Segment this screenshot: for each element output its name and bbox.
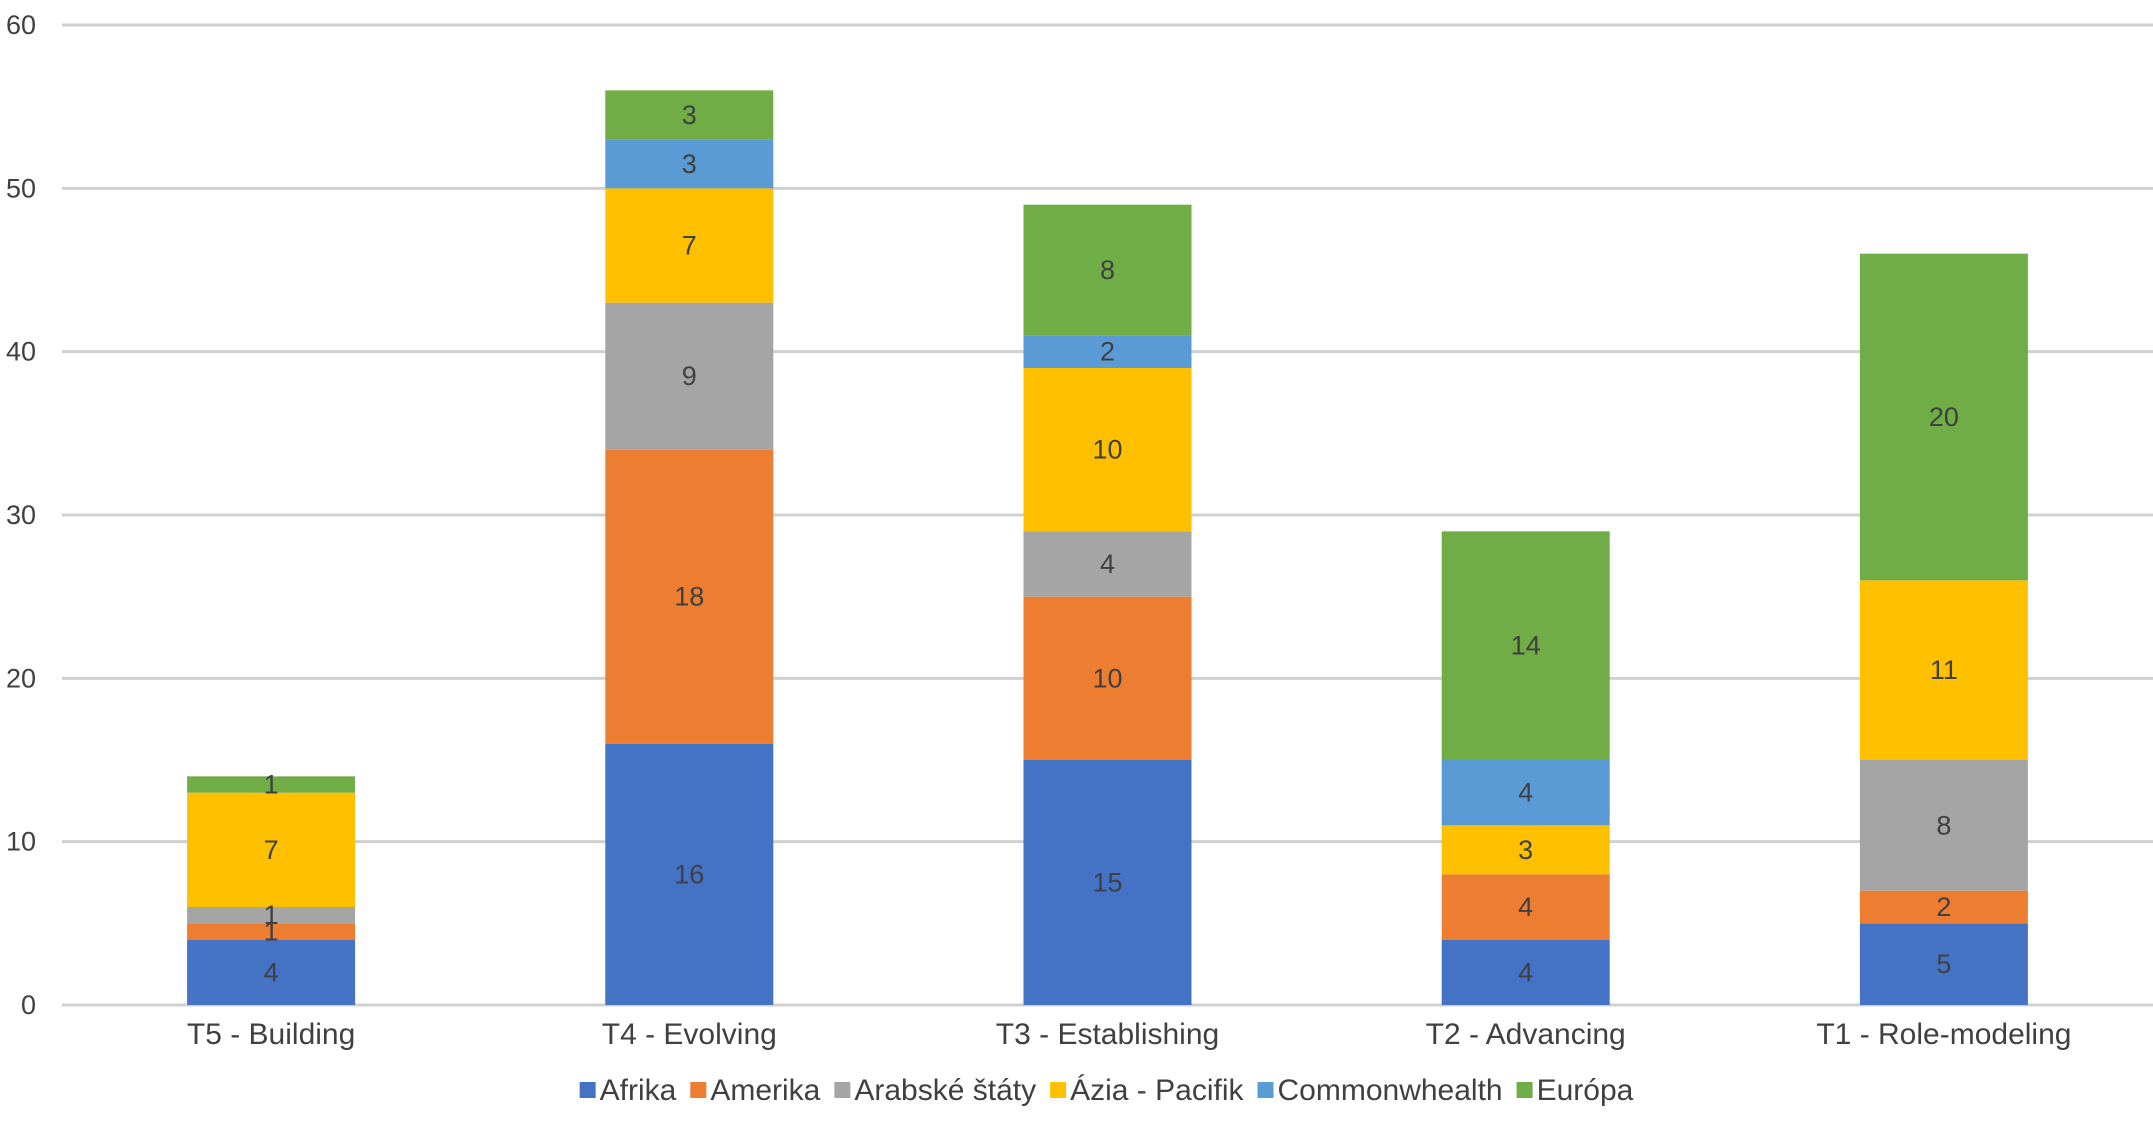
data-label: 1: [264, 900, 279, 930]
legend-swatch: [1516, 1082, 1533, 1098]
data-label: 2: [1100, 337, 1115, 367]
data-label: 11: [1930, 655, 1958, 685]
bar-segment: [1023, 335, 1192, 368]
legend-item: Európa: [1516, 1074, 1634, 1107]
bar-segment: [1859, 253, 2028, 581]
legend-swatch: [579, 1082, 596, 1098]
data-label: 5: [1936, 949, 1951, 979]
bar-segment: [1441, 531, 1610, 760]
legend: Afrika Amerika Arabské štáty Ázia - Pacifik…: [579, 1074, 1634, 1107]
bars: [187, 90, 2028, 1005]
x-category-label: T2 - Advancing: [1426, 1018, 1626, 1051]
y-axis-tick-labels: 0 10 20 30 40 50 60: [6, 10, 36, 1020]
data-label: 10: [1092, 435, 1122, 465]
bar-segment: [187, 923, 356, 940]
legend-item: Amerika: [690, 1074, 821, 1107]
data-label: 7: [682, 231, 697, 261]
bar-segment: [1859, 890, 2028, 924]
y-tick-label: 10: [6, 827, 36, 857]
data-label: 4: [1518, 892, 1533, 922]
bar-segment: [605, 139, 774, 189]
bar-segment: [605, 449, 774, 744]
y-tick-label: 0: [21, 990, 36, 1020]
x-category-label: T1 - Role-modeling: [1816, 1018, 2071, 1051]
bar-segment: [1859, 760, 2028, 891]
bar-segment: [605, 90, 774, 140]
bar-segment: [605, 302, 774, 450]
data-label: 3: [682, 100, 697, 130]
x-category-label: T3 - Establishing: [996, 1018, 1219, 1051]
data-label: 1: [264, 917, 279, 947]
bar-segment: [187, 939, 356, 1005]
bar-segment: [187, 776, 356, 793]
legend-label: Ázia - Pacifik: [1070, 1074, 1244, 1107]
legend-swatch: [1257, 1082, 1274, 1098]
data-label: 4: [1518, 778, 1533, 808]
bar-segment: [1441, 825, 1610, 875]
bar-segment: [1023, 531, 1192, 597]
bar-segment: [1441, 760, 1610, 826]
data-label: 10: [1092, 663, 1122, 693]
data-label: 8: [1936, 810, 1951, 840]
legend-label: Afrika: [600, 1074, 677, 1107]
legend-item: Arabské štáty: [834, 1074, 1036, 1107]
bar-segment: [1441, 874, 1610, 940]
legend-swatch: [834, 1082, 851, 1098]
x-category-label: T5 - Building: [187, 1018, 355, 1051]
data-label: 7: [264, 835, 279, 865]
bar-segment: [605, 743, 774, 1005]
data-label: 4: [1100, 549, 1115, 579]
data-label: 4: [1518, 957, 1533, 987]
data-label: 1: [264, 770, 279, 800]
data-label: 16: [674, 859, 704, 889]
y-tick-label: 30: [6, 500, 36, 530]
bar-segment: [605, 188, 774, 303]
bar-segment: [1023, 204, 1192, 336]
y-tick-label: 60: [6, 10, 36, 40]
data-label: 18: [674, 582, 704, 612]
legend-label: Európa: [1537, 1074, 1634, 1107]
x-category-label: T4 - Evolving: [602, 1018, 777, 1051]
bar-segment: [1859, 580, 2028, 760]
bar-segment: [187, 792, 356, 907]
legend-label: Arabské štáty: [854, 1074, 1036, 1107]
data-label: 14: [1511, 631, 1541, 661]
legend-label: Amerika: [710, 1074, 820, 1107]
data-label: 3: [1518, 835, 1533, 865]
legend-item: Ázia - Pacifik: [1050, 1074, 1244, 1107]
x-axis-category-labels: T5 - Building T4 - Evolving T3 - Establish…: [187, 1018, 2072, 1051]
data-label: 3: [682, 149, 697, 179]
legend-swatch: [690, 1082, 707, 1098]
legend-item: Afrika: [579, 1074, 677, 1107]
legend-swatch: [1050, 1082, 1067, 1098]
bar-segment: [187, 907, 356, 924]
bar-segment: [1859, 923, 2028, 1005]
bar-segment: [1023, 760, 1192, 1005]
y-tick-label: 20: [6, 663, 36, 693]
data-label: 9: [682, 361, 697, 391]
data-label: 8: [1100, 255, 1115, 285]
y-tick-label: 40: [6, 337, 36, 367]
data-label: 2: [1936, 892, 1951, 922]
legend-label: Commonwhealth: [1278, 1074, 1503, 1107]
data-label: 20: [1929, 402, 1959, 432]
data-label: 15: [1092, 868, 1122, 898]
y-tick-label: 50: [6, 173, 36, 203]
legend-item: Commonwhealth: [1257, 1074, 1503, 1107]
bar-segment: [1023, 596, 1192, 760]
bar-segment: [1023, 368, 1192, 532]
data-label: 4: [264, 957, 279, 987]
bar-segment: [1441, 939, 1610, 1005]
